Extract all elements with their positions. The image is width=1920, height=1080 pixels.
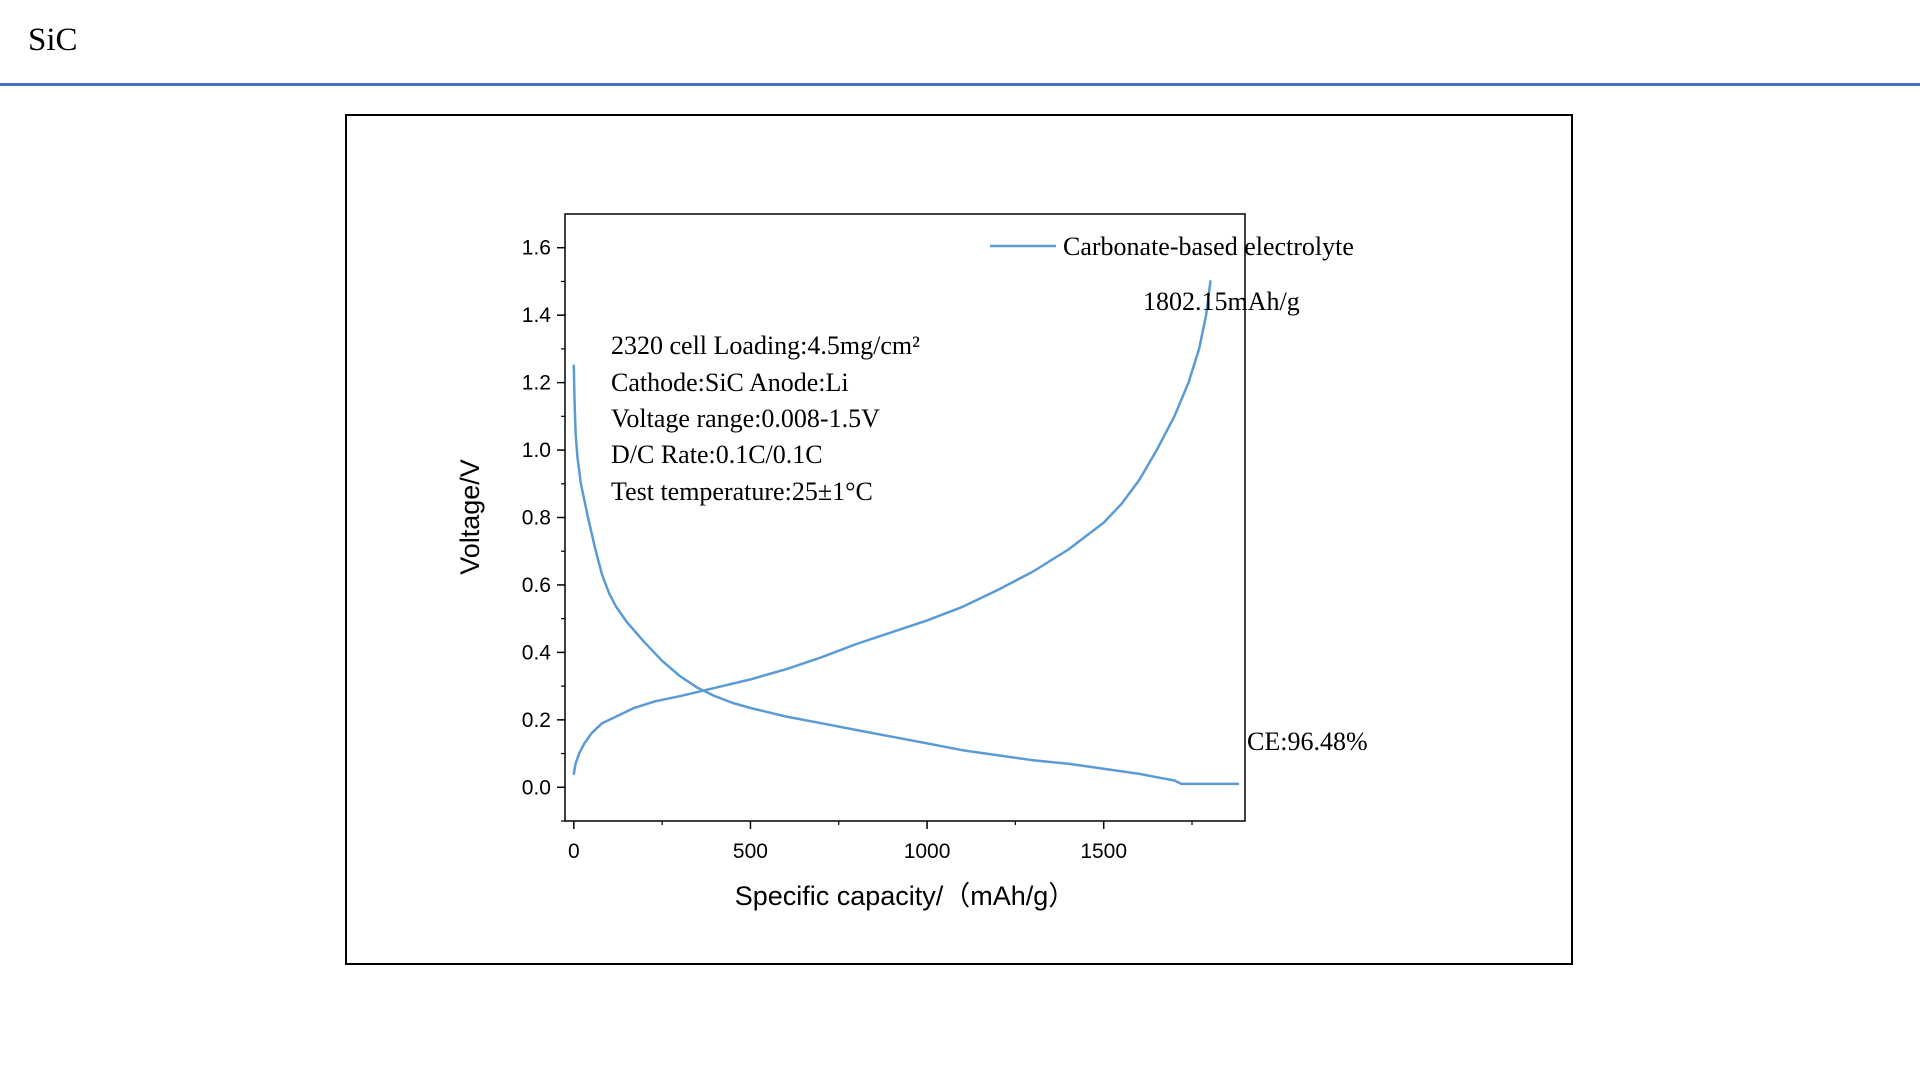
x-axis: 0 500 1000 1500 xyxy=(568,821,1193,863)
y-tick-label: 1.6 xyxy=(522,237,551,260)
legend-label: Carbonate-based electrolyte xyxy=(1063,232,1354,261)
page-title: SiC xyxy=(28,22,78,58)
title-divider xyxy=(0,83,1920,86)
cell-info-annotation: 2320 cell Loading:4.5mg/cm² Cathode:SiC … xyxy=(611,331,920,506)
series-line-charge xyxy=(572,280,1212,776)
figure-frame: 0 500 1000 1500 0.0 0.2 0.4 0.6 0.8 1.0 1.2 1.4 1.6… xyxy=(345,114,1573,965)
capacity-annotation: 1802.15mAh/g xyxy=(1143,287,1300,316)
voltage-capacity-chart: 0 500 1000 1500 0.0 0.2 0.4 0.6 0.8 1.0 1.2 1.4 1.6… xyxy=(455,213,1368,911)
cell-info-line: Cathode:SiC Anode:Li xyxy=(611,368,849,397)
x-tick-label: 500 xyxy=(733,840,768,863)
x-axis-label: Specific capacity/（mAh/g） xyxy=(735,881,1076,911)
y-tick-label: 0.2 xyxy=(522,709,551,732)
y-axis: 0.0 0.2 0.4 0.6 0.8 1.0 1.2 1.4 1.6 xyxy=(522,237,565,822)
y-tick-label: 1.0 xyxy=(522,439,551,462)
y-tick-label: 1.2 xyxy=(522,372,551,395)
y-axis-label: Voltage/V xyxy=(455,459,485,575)
y-tick-label: 1.4 xyxy=(522,304,552,327)
cell-info-line: Test temperature:25±1°C xyxy=(611,477,873,506)
y-tick-label: 0.0 xyxy=(522,776,551,799)
x-tick-label: 1500 xyxy=(1080,840,1127,863)
legend: Carbonate-based electrolyte xyxy=(990,232,1354,261)
y-tick-label: 0.4 xyxy=(522,641,552,664)
series-layer xyxy=(572,280,1240,786)
cell-info-line: Voltage range:0.008-1.5V xyxy=(611,404,880,433)
ce-annotation: CE:96.48% xyxy=(1247,727,1368,756)
y-tick-label: 0.6 xyxy=(522,574,551,597)
x-tick-label: 0 xyxy=(568,840,580,863)
cell-info-line: D/C Rate:0.1C/0.1C xyxy=(611,440,823,469)
x-tick-label: 1000 xyxy=(904,840,951,863)
series-line-discharge xyxy=(572,364,1240,786)
cell-info-line: 2320 cell Loading:4.5mg/cm² xyxy=(611,331,920,360)
y-tick-label: 0.8 xyxy=(522,507,551,530)
